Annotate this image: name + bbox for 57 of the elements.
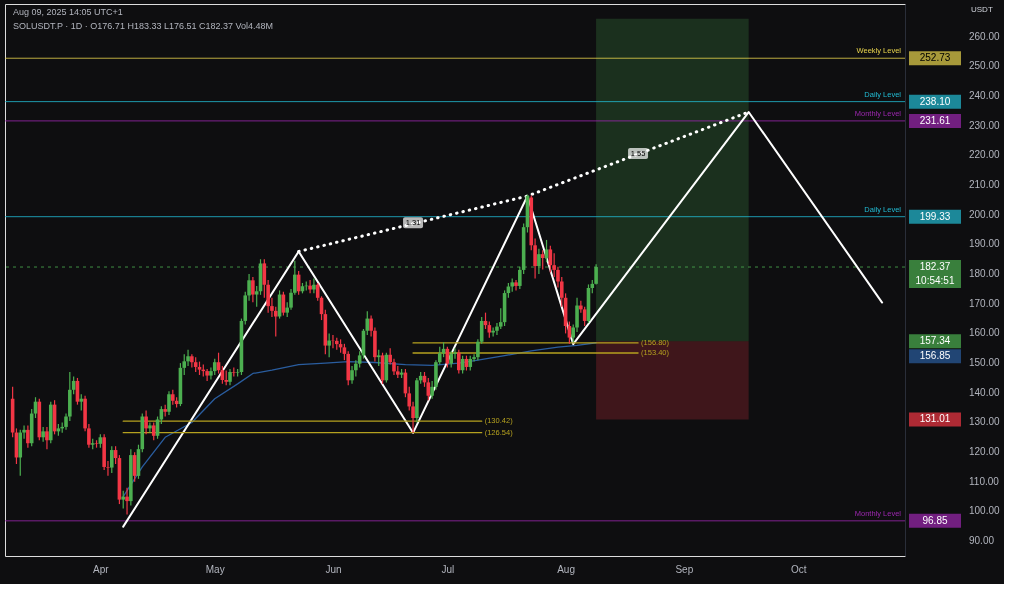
y-tick-label: 170.00 (969, 297, 1001, 309)
x-tick-label: Aug (557, 563, 575, 575)
candlestick (491, 326, 495, 337)
y-tick-label: 140.00 (969, 386, 1001, 398)
y-tick-label: 100.00 (969, 505, 1001, 517)
x-tick-label: Sep (675, 563, 694, 575)
candlestick (45, 426, 49, 450)
candlestick (41, 426, 45, 443)
candlestick (312, 277, 316, 294)
candlestick (457, 349, 461, 375)
text: 10:54:51 (915, 275, 955, 287)
candlestick (540, 249, 545, 271)
x-tick-label: Oct (790, 563, 807, 575)
y-tick-label: 110.00 (969, 475, 1000, 487)
candlestick (254, 285, 259, 308)
candlestick (190, 353, 194, 369)
y-axis-title: USDT (971, 5, 993, 14)
candlestick (144, 409, 148, 435)
text: 252.73 (919, 52, 951, 64)
chart-subtitle: Aug 09, 2025 14:05 UTC+1 (13, 7, 123, 17)
text: 238.10 (919, 95, 951, 107)
candlestick (167, 390, 171, 416)
y-tick-label: 190.00 (969, 238, 1001, 250)
candlestick (205, 368, 209, 382)
y-tick-label: 220.00 (969, 149, 1001, 161)
text: 131.01 (919, 413, 951, 425)
x-tick-label: Jun (325, 563, 342, 575)
y-tick-label: 230.00 (969, 119, 1001, 131)
y-tick-label: 250.00 (969, 60, 1001, 72)
candlestick (251, 276, 255, 303)
x-tick-label: Jul (441, 563, 455, 575)
y-tick-label: 180.00 (969, 268, 1001, 280)
text: 157.34 (919, 335, 951, 347)
text: SOLUSDT.P · 1D · O176.71 H183.33 L176.51 C182.37 Vol4.48M (13, 21, 273, 31)
text: 199.33 (919, 210, 951, 222)
y-tick-label: 160.00 (969, 327, 1001, 339)
y-tick-label: 210.00 (969, 179, 1001, 191)
candlestick (109, 445, 114, 474)
y-tick-label: 90.00 (969, 535, 995, 547)
x-tick-label: May (205, 563, 225, 575)
y-tick-label: 130.00 (969, 416, 1001, 428)
candlestick (327, 332, 331, 358)
line-series (122, 111, 884, 528)
text: 231.61 (919, 114, 951, 126)
text: 182.37 (919, 261, 951, 273)
x-tick-label: Apr (93, 563, 110, 575)
candlestick (26, 424, 30, 449)
candlestick (514, 279, 518, 291)
y-tick-label: 260.00 (969, 30, 1001, 42)
y-tick-label: 200.00 (969, 208, 1001, 220)
y-tick-label: 240.00 (969, 90, 1001, 101)
y-tick-label: 120.00 (969, 446, 1001, 458)
text: 96.85 (922, 514, 948, 526)
text: 156.85 (919, 350, 951, 362)
candlestick (125, 487, 129, 516)
y-tick-label: 150.00 (969, 357, 1001, 369)
candlestick (148, 421, 152, 434)
